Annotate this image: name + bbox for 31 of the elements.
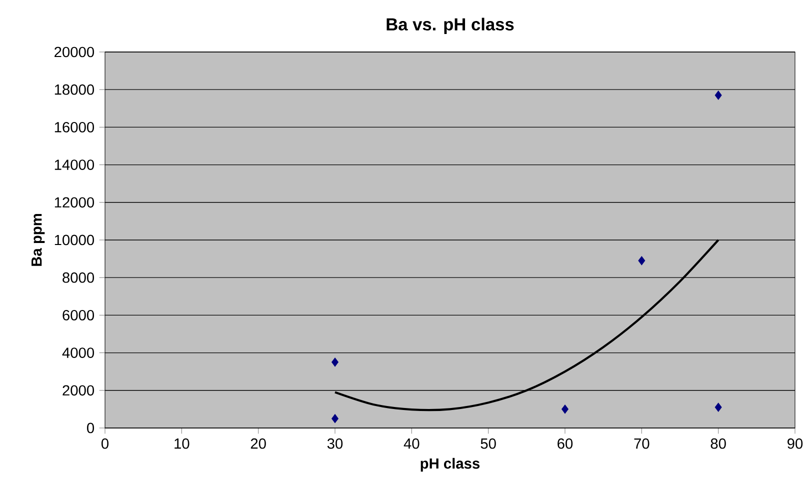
y-tick-label: 8000	[62, 272, 94, 283]
x-tick-label: 20	[250, 438, 266, 449]
x-tick-label: 10	[174, 438, 190, 449]
y-tick-label: 0	[87, 422, 94, 434]
x-tick-label: 0	[101, 438, 108, 449]
x-tick-label: 30	[327, 438, 343, 449]
point	[332, 358, 338, 367]
point	[638, 256, 646, 266]
point	[562, 404, 568, 414]
x-axis-title: pH class	[420, 458, 480, 472]
x-tick-label: 60	[558, 438, 573, 449]
y-tick-label: 12000	[54, 197, 94, 208]
y-tick-label: 16000	[54, 122, 94, 132]
point	[714, 402, 722, 412]
chart-title: Ba vs. pH class	[386, 18, 514, 34]
y-tick-label: 14000	[54, 160, 94, 170]
y-tick-label: 10000	[54, 234, 94, 246]
y-tick-label: 4000	[62, 348, 94, 358]
y-tick-label: 6000	[62, 310, 94, 320]
line-series	[334, 238, 720, 412]
x-tick-label: 70	[634, 438, 650, 449]
x-tick-label: 80	[710, 438, 726, 449]
x-tick-label: 90	[788, 438, 803, 449]
point	[332, 414, 338, 424]
x-tick-label: 50	[480, 438, 496, 449]
point	[714, 90, 722, 100]
y-tick-label: 20000	[54, 46, 94, 58]
y-tick-label: 2000	[62, 385, 94, 396]
y-tick-label: 18000	[54, 84, 94, 95]
y-axis-title: Ba ppm	[32, 214, 45, 266]
x-tick-label: 40	[404, 438, 420, 449]
